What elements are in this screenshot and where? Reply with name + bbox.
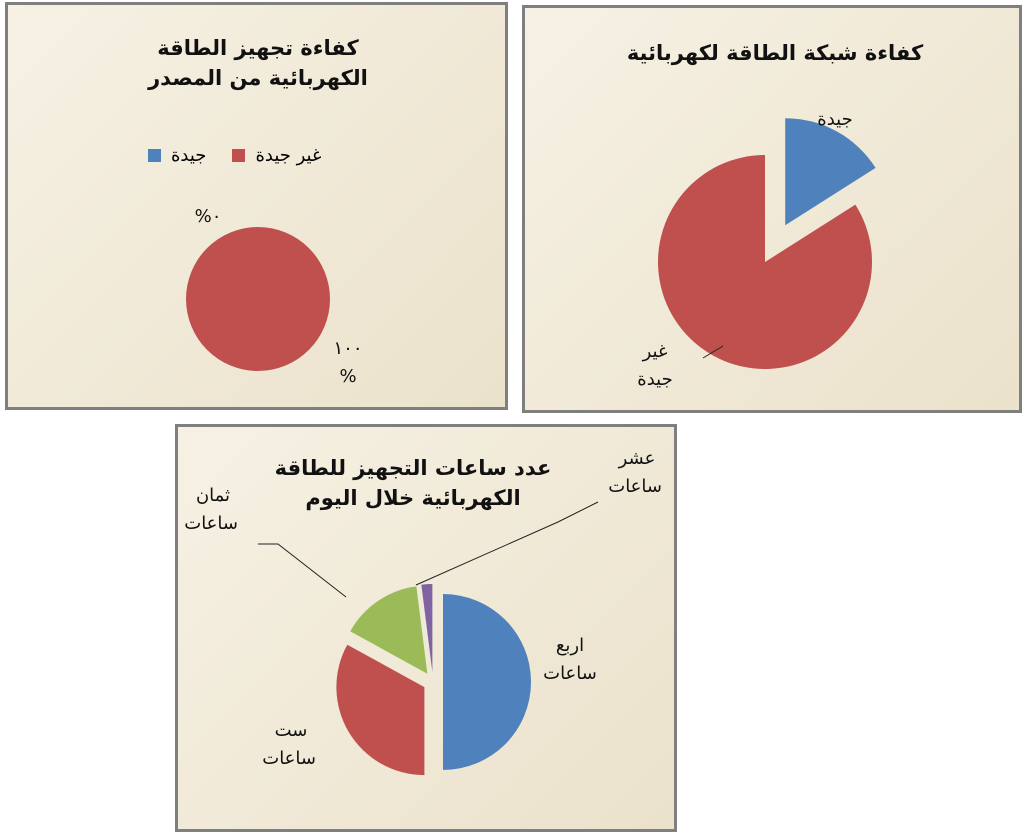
leader-line	[702, 345, 724, 359]
legend-swatch	[148, 149, 161, 162]
legend-item: غير جيدة	[232, 145, 321, 166]
chart-title: كفاءة تجهيز الطاقة الكهربائية من المصدر	[148, 36, 368, 90]
chart-panel: كفاءة تجهيز الطاقة الكهربائية من المصدر ٠…	[5, 2, 508, 410]
data-label: ١٠٠ %	[333, 338, 363, 387]
pie-slice	[421, 584, 433, 673]
pie-slice	[350, 586, 428, 674]
pie-slice	[785, 118, 876, 226]
legend: جيدة غير جيدة	[148, 145, 321, 166]
data-label: ثمان ساعات	[184, 485, 238, 534]
legend-label: جيدة	[171, 145, 207, 166]
legend-item: جيدة	[148, 145, 206, 166]
pie-slice	[186, 227, 330, 371]
chart-title: كفاءة شبكة الطاقة لكهربائية	[626, 41, 924, 65]
pie-area	[258, 501, 599, 776]
chart-title: عدد ساعات التجهيز للطاقة الكهربائية خلال…	[274, 456, 552, 510]
data-label: جيدة	[817, 109, 853, 130]
leader-line	[258, 543, 347, 598]
leader-line	[415, 501, 599, 586]
data-label: عشر ساعات	[608, 448, 662, 497]
legend-swatch	[232, 149, 246, 162]
chart-panel: عدد ساعات التجهيز للطاقة الكهربائية خلال…	[175, 424, 677, 832]
data-label: غير جيدة	[637, 341, 673, 390]
pie-area	[186, 227, 330, 371]
data-label: اربع ساعات	[543, 635, 597, 684]
data-label: ست ساعات	[262, 720, 316, 769]
legend-label: غير جيدة	[255, 145, 322, 166]
pie-slice	[658, 155, 872, 369]
pie-slice	[443, 594, 531, 770]
pie-area	[658, 118, 876, 369]
pie-slice	[336, 644, 425, 776]
data-label: ٠%	[194, 206, 222, 227]
chart-panel: كفاءة شبكة الطاقة لكهربائية جيدة غير جيدة	[522, 5, 1022, 413]
